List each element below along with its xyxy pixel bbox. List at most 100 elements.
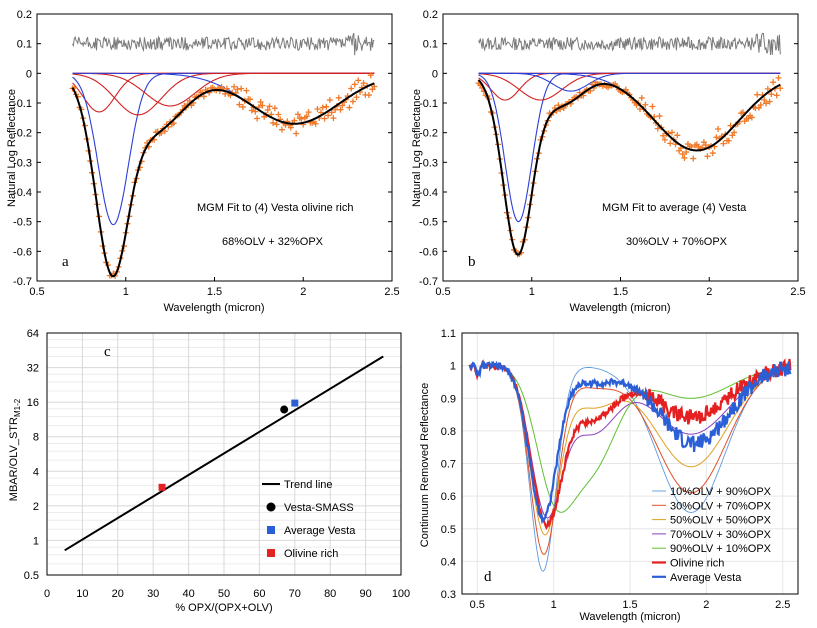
panel-d-series-4 [469,365,791,513]
panel-a-xtick-label: 2.5 [384,286,399,298]
panel-c-ytick-label: 32 [27,363,39,375]
panel-a-data-point [367,72,374,79]
panel-a-data-point [312,120,319,127]
panel-d-ytick-label: 0.9 [441,393,456,405]
panel-b-data-point [654,125,661,132]
panel-a-ytick-label: -0.1 [13,98,32,110]
panel-d-xtick-label: 1.5 [622,599,637,611]
panel-d-xtick-label: 2.5 [775,599,790,611]
panel-b-ytick-label: -0.4 [419,187,438,199]
panel-c-legend-label: Vesta-SMASS [284,502,354,514]
panel-c-xlabel: % OPX/(OPX+OLV) [175,602,272,614]
panel-d-frame [461,332,799,595]
panel-a-data-point [252,108,259,115]
panel-b: 0.2 0.1 0 -0.1 -0.2 -0.3 -0.4 -0.5 -0.6 -0.7 0.5 1… [411,9,806,314]
panel-a-data-point [298,115,305,122]
panel-d-legend-label: 70%OLV + 30%OPX [670,529,772,541]
panel-b-total-fit [477,79,781,256]
panel-b-xtick-label: 2.5 [790,286,805,298]
panel-c-ytick-label: 2 [33,501,39,513]
panel-a-data-point [314,106,321,113]
panel-a-data-point [248,107,255,114]
panel-a-data-point [266,103,273,110]
panel-a-total-fit [71,82,375,278]
panel-c-ytick-label: 16 [27,397,39,409]
panel-a-data-point [273,121,280,128]
panel-b-ytick-label: -0.1 [419,98,438,110]
panel-b-data-point [690,155,697,162]
panel-a-annotation-composition: 68%OLV + 32%OPX [222,236,324,248]
panel-a-ytick-label: -0.6 [13,246,32,258]
panel-b-data-point [757,102,764,109]
panel-a-data-point [238,85,245,92]
panel-a-data-point [231,83,238,90]
panel-d-ytick-label: 0.6 [441,491,456,503]
panel-a-xlabel: Wavelength (micron) [163,302,264,314]
panel-d-legend-label: 10%OLV + 90%OPX [670,486,772,498]
panel-b-xlabel: Wavelength (micron) [569,302,670,314]
panel-b-letter: b [468,254,476,270]
panel-d-xtick-label: 2 [703,599,709,611]
panel-b-data-point [761,97,768,104]
panel-d-series-1 [469,365,791,556]
panel-c-xtick-label: 0 [44,588,50,600]
panel-a-data-point [325,112,332,119]
panel-c-legend-swatch [267,549,275,557]
panel-a-data-point [257,99,264,106]
panel-a-data-point [351,81,358,88]
panel-d-xtick-label: 0.5 [470,599,485,611]
panel-c-ylabel-sub: M1-2 [13,398,22,417]
panel-a-data-point [365,92,372,99]
panel-c-xtick-label: 80 [324,588,336,600]
panel-a-ylabel: Natural Log Reflectance [6,89,18,207]
panel-a-data-point [259,102,266,109]
panel-a-data-point [291,117,298,124]
panel-a-letter: a [62,254,69,270]
panel-b-data-point [748,114,755,121]
panel-d-ytick-label: 0.5 [441,524,456,536]
panel-d-legend-label: 90%OLV + 10%OPX [670,543,772,555]
panel-c-xtick-label: 60 [253,588,265,600]
panel-d-ytick-label: 1.1 [441,328,456,340]
panel-a-ytick-label: 0.2 [17,9,32,21]
panel-a-band-pyroxene-4 [72,72,375,125]
panel-b-data-point [667,140,674,147]
panel-d-ytick-label: 1 [450,361,456,373]
panel-b-data-point [681,154,688,161]
panel-d-series-6 [468,360,792,525]
panel-a-ytick-label: -0.4 [13,187,32,199]
panel-c-legend-label: Olivine rich [284,548,338,560]
panel-b-ytick-label: -0.2 [419,128,438,140]
panel-a-data-point [360,80,367,87]
panel-a-data-point [346,104,353,111]
panel-c-xtick-label: 10 [76,588,88,600]
panel-b-data-point [660,132,667,139]
panel-b-data-point [688,143,695,150]
panel-a-data-point [371,83,378,90]
panel-d-ytick-label: 0.8 [441,426,456,438]
panel-a-ytick-label: 0 [26,68,32,80]
panel-b-ytick-label: -0.7 [419,276,438,288]
panel-a-data-point [239,103,246,110]
panel-b-xtick-label: 1.5 [613,286,628,298]
panel-b-data-point [642,101,649,108]
panel-a-xtick-label: 2 [300,286,306,298]
panel-a-data-point [170,120,177,127]
panel-b-data-point [638,94,645,101]
panel-b-data-point [661,136,668,143]
panel-b-data-point [773,92,780,99]
panel-b-data-point [739,109,746,116]
panel-d-legend-label: Average Vesta [670,572,742,584]
panel-b-data-point [709,150,716,157]
panel-c-trend-line [64,355,384,552]
panel-c-legend-label: Trend line [284,479,333,491]
panel-c-xtick-label: 30 [147,588,159,600]
panel-a-data-point [353,94,360,101]
panel-b-data-point [656,113,663,120]
panel-d-ytick-label: 0.4 [441,556,456,568]
panel-d-letter: d [484,569,492,585]
panel-c-xtick-label: 90 [359,588,371,600]
panel-c-ytick-label: 64 [27,328,39,340]
panel-a-ytick-label: -0.7 [13,276,32,288]
panel-a-data-point [305,109,312,116]
